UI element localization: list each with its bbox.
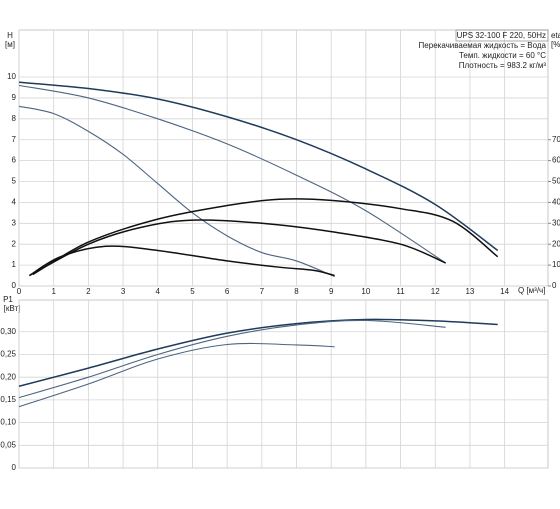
- x-tick-label: 1: [51, 287, 56, 296]
- curve: [18, 319, 446, 399]
- y2-axis-unit: [%]: [551, 40, 560, 49]
- annotation: Перекачиваемая жидкость = Вода: [419, 41, 547, 50]
- x-tick-label: 0: [17, 287, 22, 296]
- y-tick-label: 0,05: [0, 440, 16, 449]
- curve: [32, 198, 499, 276]
- x-tick-label: 14: [500, 287, 509, 296]
- x-tick-label: 2: [86, 287, 91, 296]
- y-tick-label: 2: [12, 239, 17, 248]
- curve: [18, 84, 446, 264]
- y-tick-label: 0,30: [0, 327, 16, 336]
- y2-tick-label: 70: [552, 135, 560, 144]
- curve: [18, 342, 335, 408]
- y-tick-label: 7: [12, 135, 17, 144]
- curve: [29, 219, 446, 277]
- y2-tick-label: 50: [552, 177, 560, 186]
- y-tick-label: 0,25: [0, 350, 16, 359]
- annotation: Темп. жидкости = 60 °C: [459, 51, 546, 60]
- x-tick-label: 7: [260, 287, 265, 296]
- y-tick-label: 10: [7, 72, 16, 81]
- annotation: Плотность = 983.2 кг/м³: [459, 61, 547, 70]
- x-tick-label: 13: [465, 287, 474, 296]
- y2-tick-label: 10: [552, 260, 560, 269]
- y2-tick-label: 20: [552, 239, 560, 248]
- y2-tick-label: 60: [552, 156, 560, 165]
- y-tick-label: 0,15: [0, 395, 16, 404]
- y-tick-label: 1: [12, 260, 17, 269]
- y-tick-label: 0: [12, 281, 17, 290]
- curve: [18, 81, 499, 252]
- y2-tick-label: 30: [552, 218, 560, 227]
- x-tick-label: 3: [121, 287, 126, 296]
- y2-tick-label: 40: [552, 198, 560, 207]
- y-axis-unit: [кВт]: [4, 304, 21, 313]
- x-tick-label: 4: [156, 287, 161, 296]
- curve: [18, 318, 498, 387]
- x-tick-label: 8: [294, 287, 299, 296]
- y-tick-label: 5: [12, 177, 17, 186]
- y-tick-label: 0,20: [0, 372, 16, 381]
- y-axis-label: P1: [3, 295, 13, 304]
- annotation-box: [455, 29, 549, 42]
- y2-tick-label: 0: [552, 281, 557, 290]
- curve: [18, 105, 335, 278]
- x-tick-label: 11: [396, 287, 405, 296]
- y-tick-label: 9: [12, 93, 17, 102]
- x-tick-label: 6: [225, 287, 230, 296]
- y2-axis-label: eta: [551, 31, 560, 40]
- y-tick-label: 8: [12, 114, 17, 123]
- x-tick-label: 9: [329, 287, 334, 296]
- y-tick-label: 4: [12, 198, 17, 207]
- annotation: UPS 32-100 F 220, 50Hz: [457, 31, 546, 40]
- y-axis-unit: [м]: [5, 40, 15, 49]
- x-tick-label: 10: [361, 287, 370, 296]
- y-tick-label: 6: [12, 156, 17, 165]
- x-axis-label: Q [м³/ч]: [518, 286, 545, 295]
- curve: [29, 245, 335, 277]
- x-tick-label: 5: [190, 287, 195, 296]
- y-axis-label: H: [7, 31, 13, 40]
- y-tick-label: 3: [12, 218, 17, 227]
- y-tick-label: 0: [12, 463, 17, 472]
- y-tick-label: 0,10: [0, 418, 16, 427]
- x-tick-label: 12: [431, 287, 440, 296]
